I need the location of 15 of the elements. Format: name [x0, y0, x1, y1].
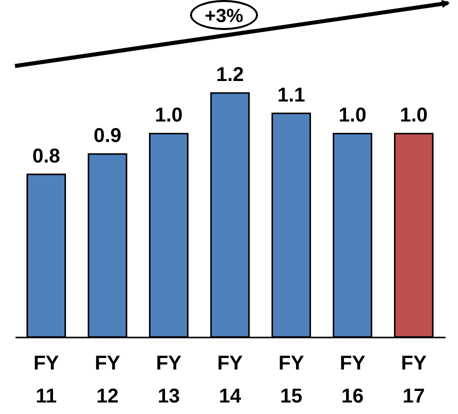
x-tick-label: FY 16	[340, 352, 366, 408]
x-tick-label: FY 11	[33, 352, 60, 408]
data-label: 1.0	[154, 104, 183, 127]
x-tick-label: FY 15	[278, 352, 305, 408]
data-label: 1.2	[216, 64, 244, 86]
x-tick-label: FY 17	[400, 352, 428, 408]
data-label: 0.9	[94, 125, 122, 147]
data-label: 1.0	[400, 104, 428, 127]
data-label: 0.8	[32, 145, 60, 168]
text: +3%	[190, 0, 258, 30]
data-label: 1.0	[338, 104, 366, 127]
x-tick-label: FY 14	[217, 352, 244, 408]
data-label: 1.1	[277, 84, 306, 106]
x-tick-label: FY 13	[156, 352, 182, 408]
x-tick-label: FY 12	[94, 352, 121, 408]
